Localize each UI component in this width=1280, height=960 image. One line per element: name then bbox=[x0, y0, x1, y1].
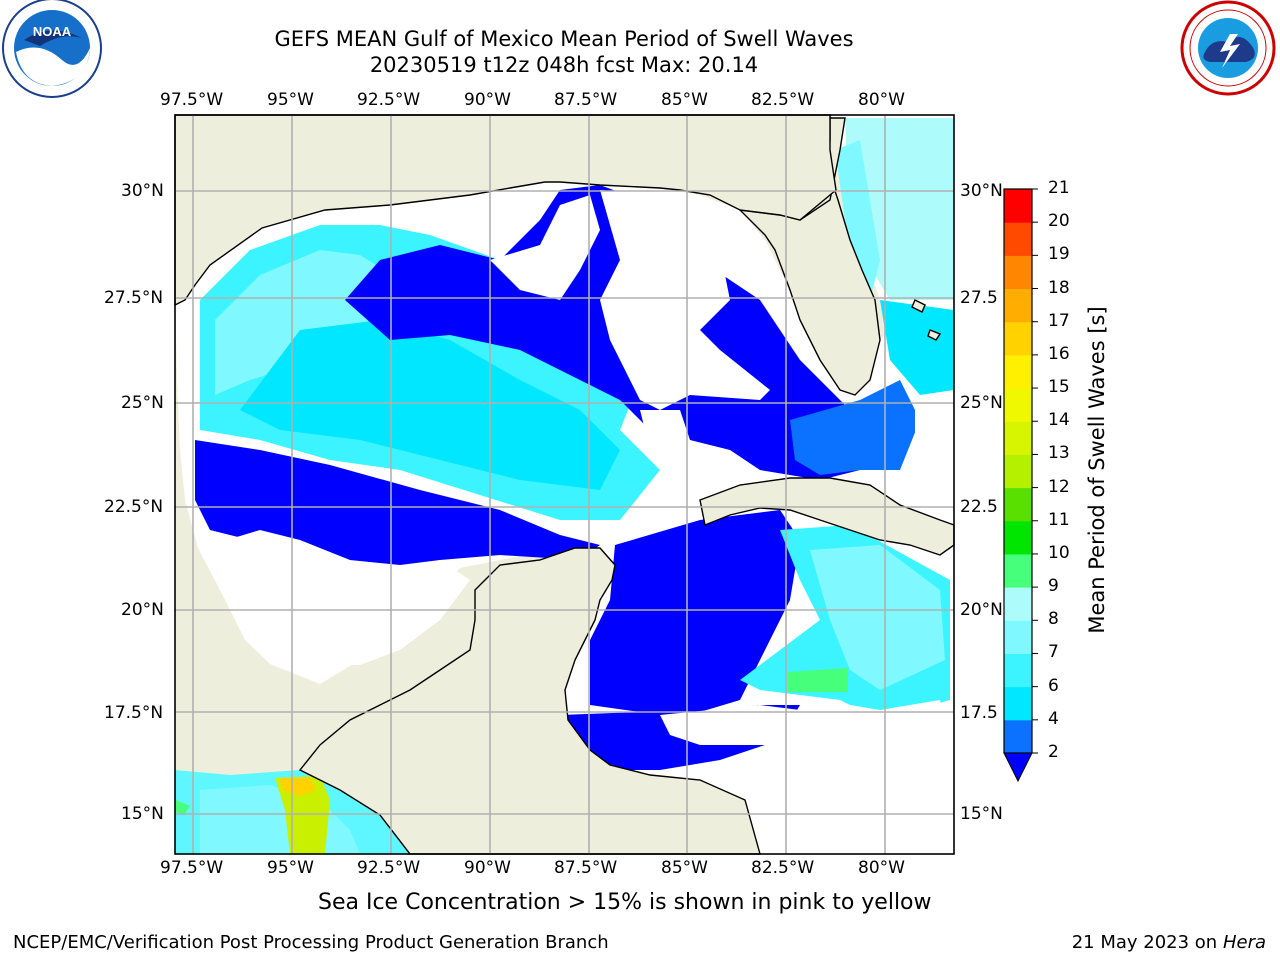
colorbar-tick-label: 6 bbox=[1048, 675, 1059, 696]
colorbar-tick-label: 4 bbox=[1048, 708, 1059, 729]
footer-date: 21 May 2023 on Hera bbox=[1072, 932, 1266, 953]
colorbar-tick-label: 11 bbox=[1048, 509, 1070, 530]
colorbar-segment bbox=[1004, 587, 1032, 621]
chart-title: GEFS MEAN Gulf of Mexico Mean Period of … bbox=[0, 26, 1128, 78]
lat-tick: 22.5°N bbox=[104, 497, 164, 517]
nws-logo bbox=[1180, 0, 1276, 96]
footer-date-text: 21 May 2023 on bbox=[1071, 932, 1218, 953]
colorbar-segment bbox=[1004, 686, 1032, 721]
colorbar-tick-label: 8 bbox=[1048, 609, 1059, 630]
colorbar-tick-label: 10 bbox=[1048, 542, 1070, 563]
lat-tick: 15°N bbox=[960, 804, 1003, 824]
noaa-logo: NOAA bbox=[2, 0, 102, 98]
colorbar-segment bbox=[1004, 421, 1032, 455]
lon-tick: 85°W bbox=[661, 858, 708, 878]
lon-tick: 97.5°W bbox=[160, 858, 224, 878]
colorbar-tick-label: 12 bbox=[1048, 476, 1070, 497]
land-masses bbox=[298, 117, 955, 855]
lon-tick: 90°W bbox=[464, 90, 511, 110]
colorbar bbox=[1003, 188, 1038, 783]
lat-tick: 27.5°N bbox=[104, 288, 164, 308]
colorbar-segment bbox=[1004, 354, 1032, 389]
colorbar-label: Mean Period of Swell Waves [s] bbox=[1085, 306, 1109, 634]
colorbar-tick-label: 2 bbox=[1048, 742, 1059, 762]
lon-tick: 87.5°W bbox=[554, 90, 618, 110]
noaa-logo-text: NOAA bbox=[33, 24, 72, 39]
title-line-1: GEFS MEAN Gulf of Mexico Mean Period of … bbox=[274, 27, 854, 51]
colorbar-segment bbox=[1004, 487, 1032, 522]
title-line-2: 20230519 t12z 048h fcst Max: 20.14 bbox=[369, 53, 759, 77]
colorbar-segment bbox=[1004, 255, 1032, 290]
lon-tick: 82.5°W bbox=[751, 858, 815, 878]
colorbar-segment bbox=[1004, 189, 1032, 223]
colorbar-extend-triangle bbox=[1003, 752, 1033, 783]
lat-tick: 20°N bbox=[121, 600, 164, 620]
lon-tick: 80°W bbox=[858, 858, 905, 878]
colorbar-segment bbox=[1004, 719, 1032, 754]
lon-tick: 97.5°W bbox=[160, 90, 224, 110]
lon-tick: 95°W bbox=[267, 858, 314, 878]
colorbar-tick-label: 20 bbox=[1048, 211, 1070, 232]
colorbar-tick-label: 9 bbox=[1048, 576, 1059, 597]
colorbar-segment bbox=[1004, 321, 1032, 356]
colorbar-tick-label: 14 bbox=[1048, 410, 1070, 431]
colorbar-segment bbox=[1004, 653, 1032, 688]
lat-tick: 30°N bbox=[960, 181, 1003, 201]
lat-tick: 17.5 bbox=[960, 703, 998, 723]
footer-credit: NCEP/EMC/Verification Post Processing Pr… bbox=[13, 932, 609, 953]
lon-tick: 92.5°W bbox=[357, 858, 421, 878]
graticule bbox=[175, 115, 954, 854]
lon-tick: 87.5°W bbox=[554, 858, 618, 878]
colorbar-segment bbox=[1004, 620, 1032, 654]
lat-tick: 25°N bbox=[960, 393, 1003, 413]
lat-tick: 30°N bbox=[121, 181, 164, 201]
colorbar-segment bbox=[1004, 520, 1032, 555]
colorbar-tick-label: 21 bbox=[1048, 178, 1070, 198]
lat-tick: 25°N bbox=[121, 393, 164, 413]
colorbar-segment bbox=[1004, 553, 1032, 588]
sea-ice-note: Sea Ice Concentration > 15% is shown in … bbox=[318, 890, 932, 915]
colorbar-segment bbox=[1004, 288, 1032, 323]
us-coastline bbox=[174, 114, 837, 307]
colorbar-tick-label: 15 bbox=[1048, 377, 1070, 398]
lon-tick: 95°W bbox=[267, 90, 314, 110]
colorbar-tick-label: 17 bbox=[1048, 310, 1070, 331]
lat-tick: 20°N bbox=[960, 600, 1003, 620]
footer-host: Hera bbox=[1222, 932, 1266, 953]
lat-tick: 17.5°N bbox=[104, 703, 164, 723]
lat-tick: 22.5 bbox=[960, 497, 998, 517]
lat-tick: 27.5 bbox=[960, 288, 998, 308]
colorbar-tick-label: 19 bbox=[1048, 244, 1070, 265]
colorbar-segment bbox=[1004, 222, 1032, 256]
lon-tick: 80°W bbox=[858, 90, 905, 110]
lon-tick: 82.5°W bbox=[751, 90, 815, 110]
colorbar-segment bbox=[1004, 388, 1032, 422]
colorbar-segment bbox=[1004, 454, 1032, 489]
colorbar-tick-label: 7 bbox=[1048, 642, 1059, 663]
lon-tick: 92.5°W bbox=[357, 90, 421, 110]
colorbar-tick-label: 18 bbox=[1048, 277, 1070, 298]
map-frame bbox=[174, 114, 955, 855]
colorbar-tick-label: 16 bbox=[1048, 343, 1070, 364]
colorbar-tick-label: 13 bbox=[1048, 443, 1070, 464]
lon-tick: 85°W bbox=[661, 90, 708, 110]
lon-tick: 90°W bbox=[464, 858, 511, 878]
colorbar-outline bbox=[1003, 188, 1033, 754]
lat-tick: 15°N bbox=[121, 804, 164, 824]
